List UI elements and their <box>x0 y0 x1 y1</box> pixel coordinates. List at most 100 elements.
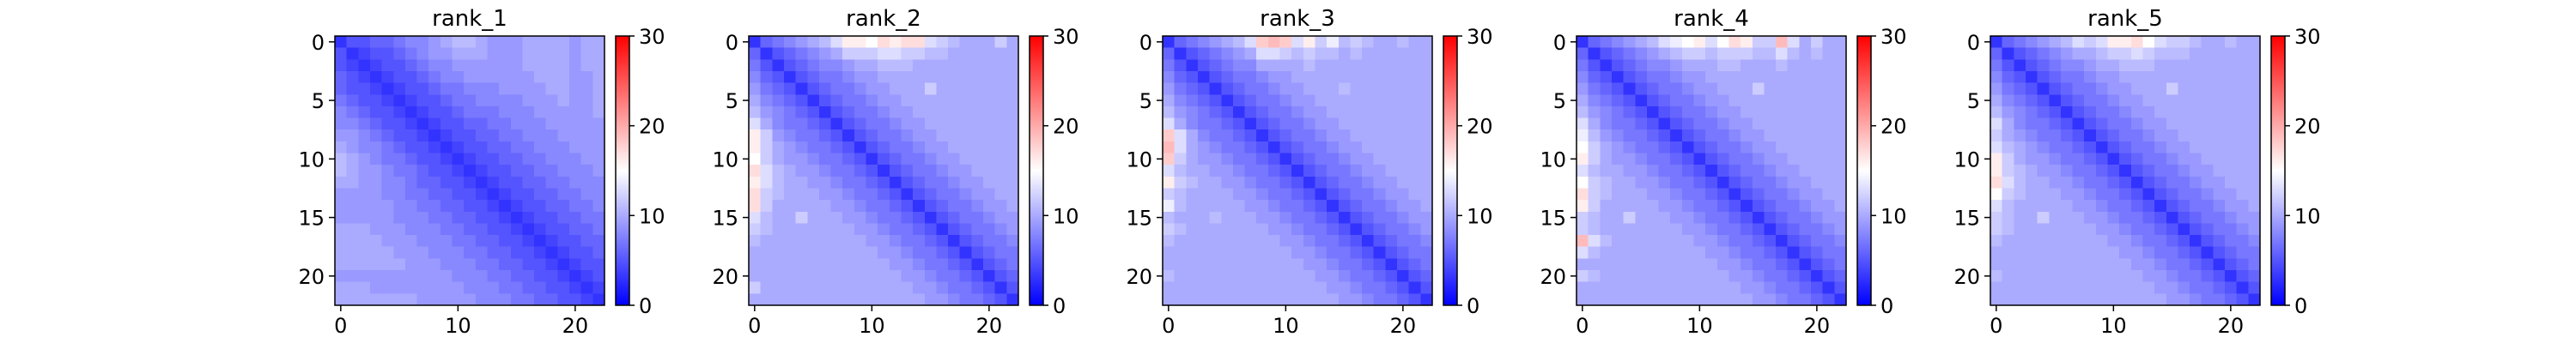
heatmap-cell <box>1256 293 1269 306</box>
heatmap-cell <box>1776 246 1789 259</box>
heatmap-cell <box>1787 165 1800 178</box>
heatmap-cell <box>842 235 855 248</box>
heatmap-cell <box>924 200 938 213</box>
heatmap-cell <box>1338 211 1352 225</box>
heatmap-cell <box>1267 82 1281 95</box>
heatmap-cell <box>2095 70 2109 84</box>
heatmap-cell <box>569 82 582 95</box>
heatmap-cell <box>487 188 500 201</box>
colorbar-tick-label: 30 <box>2294 25 2321 49</box>
heatmap-cell <box>2084 211 2097 225</box>
heatmap-cell <box>358 47 371 60</box>
x-tick-label: 20 <box>562 314 589 338</box>
heatmap-cell <box>2072 200 2085 213</box>
heatmap-cell <box>1681 105 1695 119</box>
heatmap-cell <box>499 129 512 142</box>
heatmap-cell <box>854 165 867 178</box>
heatmap-cell <box>2248 223 2261 236</box>
heatmap-cell <box>818 70 832 84</box>
heatmap-cell <box>1163 223 1176 236</box>
heatmap-cell <box>994 235 1007 248</box>
heatmap-cell <box>971 211 984 225</box>
heatmap-cell <box>1577 270 1589 283</box>
heatmap-cell <box>2190 82 2202 95</box>
heatmap-cell <box>1232 94 1246 107</box>
heatmap-cell <box>2002 141 2014 154</box>
heatmap-cell <box>1764 94 1777 107</box>
heatmap-cell <box>2107 59 2120 72</box>
heatmap-cell <box>1799 105 1812 119</box>
heatmap-cell <box>2201 94 2214 107</box>
heatmap-cell <box>1990 153 2003 165</box>
heatmap-cell <box>369 59 383 72</box>
heatmap-cell <box>2072 246 2085 259</box>
axes-frame <box>1576 35 1847 306</box>
heatmap-cell <box>534 188 547 201</box>
heatmap-cell <box>580 59 593 72</box>
heatmap-cell <box>464 211 477 225</box>
heatmap-cell <box>1646 59 1660 72</box>
heatmap-cell <box>1221 129 1234 142</box>
heatmap-cell <box>1716 153 1730 165</box>
heatmap-cell <box>358 141 371 154</box>
x-tick-label: 10 <box>445 314 471 338</box>
heatmap-cell <box>2002 293 2014 306</box>
heatmap-cell <box>1577 211 1589 225</box>
heatmap-cell <box>2002 70 2014 84</box>
heatmap-cell <box>475 105 489 119</box>
heatmap-cell <box>1764 165 1777 178</box>
heatmap-cell <box>1232 165 1246 178</box>
heatmap-cell <box>499 153 512 165</box>
heatmap-cell <box>1256 70 1269 84</box>
heatmap-cell <box>2236 94 2249 107</box>
heatmap-cell <box>1303 246 1316 259</box>
colorbar <box>1029 35 1044 306</box>
heatmap-cell <box>1232 270 1246 283</box>
heatmap-cell <box>2166 246 2179 259</box>
heatmap-cell <box>959 200 972 213</box>
heatmap-cell <box>346 129 359 142</box>
heatmap-cell <box>1338 281 1352 294</box>
heatmap-cell <box>1693 36 1706 49</box>
heatmap-cell <box>1716 105 1730 119</box>
heatmap-cell <box>1588 59 1601 72</box>
heatmap-cell <box>1635 129 1648 142</box>
heatmap-cell <box>487 117 500 130</box>
heatmap-cell <box>878 246 890 259</box>
heatmap-cell <box>1256 176 1269 190</box>
heatmap-cell <box>510 36 524 49</box>
heatmap-cell <box>959 117 972 130</box>
heatmap-cell <box>901 153 914 165</box>
heatmap-cell <box>1338 129 1352 142</box>
heatmap-cell <box>2236 258 2249 271</box>
heatmap-cell <box>1693 117 1706 130</box>
heatmap-cell <box>1834 281 1847 294</box>
heatmap-cell <box>2178 235 2190 248</box>
heatmap-cell <box>404 281 418 294</box>
heatmap-cell <box>1681 153 1695 165</box>
heatmap-cell <box>499 223 512 236</box>
heatmap-cell <box>795 70 808 84</box>
heatmap-cell <box>2060 105 2074 119</box>
heatmap-cells <box>749 36 1019 306</box>
heatmap-cell <box>2025 281 2038 294</box>
heatmap-cell <box>842 281 855 294</box>
heatmap-cell <box>1397 200 1410 213</box>
heatmap-cell <box>545 293 558 306</box>
heatmap-cell <box>2213 258 2226 271</box>
heatmap-cell <box>1303 70 1316 84</box>
heatmap-cell <box>2201 246 2214 259</box>
heatmap-cell <box>878 153 890 165</box>
heatmap-cell <box>2248 94 2261 107</box>
heatmap-cell <box>2014 246 2026 259</box>
heatmap-cell <box>1990 117 2003 130</box>
heatmap-cell <box>2166 235 2179 248</box>
heatmap-cell <box>1221 70 1234 84</box>
heatmap-cell <box>1244 94 1257 107</box>
heatmap-cell <box>428 200 441 213</box>
heatmap-cell <box>749 70 762 84</box>
heatmap-cell <box>464 270 477 283</box>
heatmap-cell <box>2248 70 2261 84</box>
heatmap-cell <box>592 47 605 60</box>
heatmap-cell <box>2002 117 2014 130</box>
